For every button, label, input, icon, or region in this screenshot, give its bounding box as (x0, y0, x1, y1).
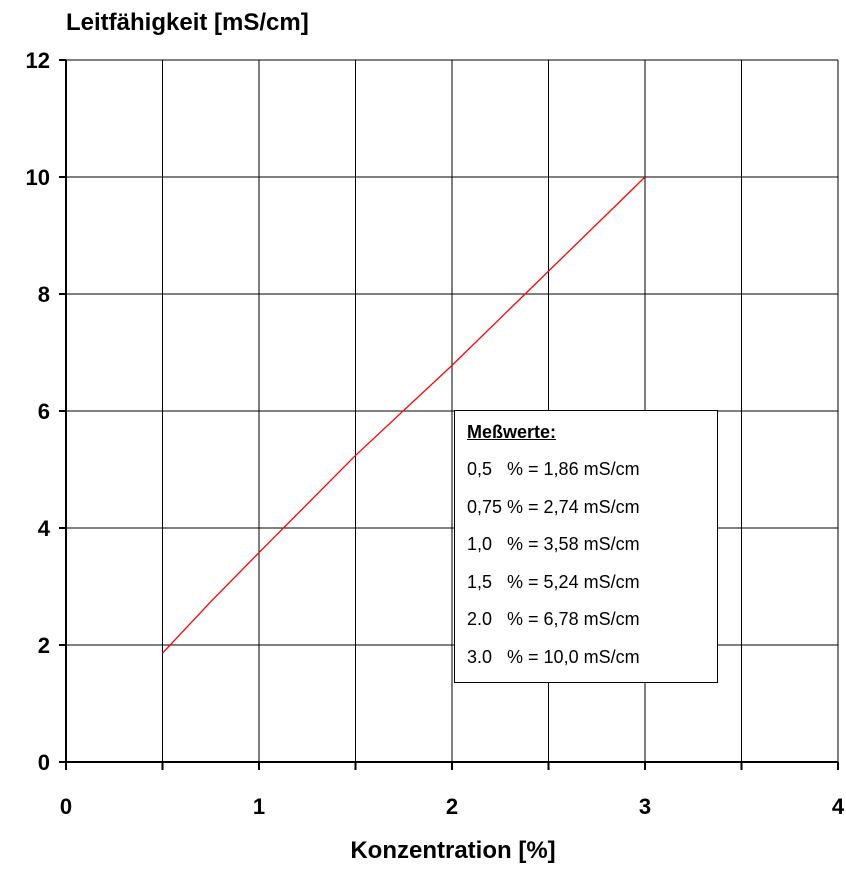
legend-title: Meßwerte: (467, 422, 557, 442)
legend-entry: 0,5 % = 1,86 mS/cm (467, 459, 640, 479)
x-tick-label: 1 (253, 794, 265, 819)
legend-entry: 2.0 % = 6,78 mS/cm (467, 609, 640, 629)
grid (66, 59, 839, 762)
y-tick-label: 6 (38, 399, 50, 424)
y-tick-label: 8 (38, 282, 50, 307)
series-layer (162, 176, 646, 654)
x-tick-label: 4 (832, 794, 845, 819)
y-tick-label: 12 (26, 48, 50, 73)
y-tick-label: 0 (38, 750, 50, 775)
legend-entry: 1,0 % = 3,58 mS/cm (467, 534, 640, 554)
series-line (162, 176, 646, 654)
legend-box: Meßwerte: 0,5 % = 1,86 mS/cm 0,75 % = 2,… (454, 410, 718, 683)
y-tick-label: 10 (26, 165, 50, 190)
axes (59, 59, 839, 770)
y-tick-label: 4 (38, 516, 51, 541)
legend-entry: 3.0 % = 10,0 mS/cm (467, 646, 640, 667)
y-axis-title: Leitfähigkeit [mS/cm] (66, 9, 309, 36)
y-tick-label: 2 (38, 633, 50, 658)
legend-entry: 0,75 % = 2,74 mS/cm (467, 496, 640, 517)
x-axis-title: Konzentration [%] (350, 837, 555, 864)
x-tick-label: 0 (60, 794, 72, 819)
x-tick-label: 3 (639, 794, 651, 819)
legend-entry: 1,5 % = 5,24 mS/cm (467, 571, 640, 592)
x-tick-label: 2 (446, 794, 458, 819)
